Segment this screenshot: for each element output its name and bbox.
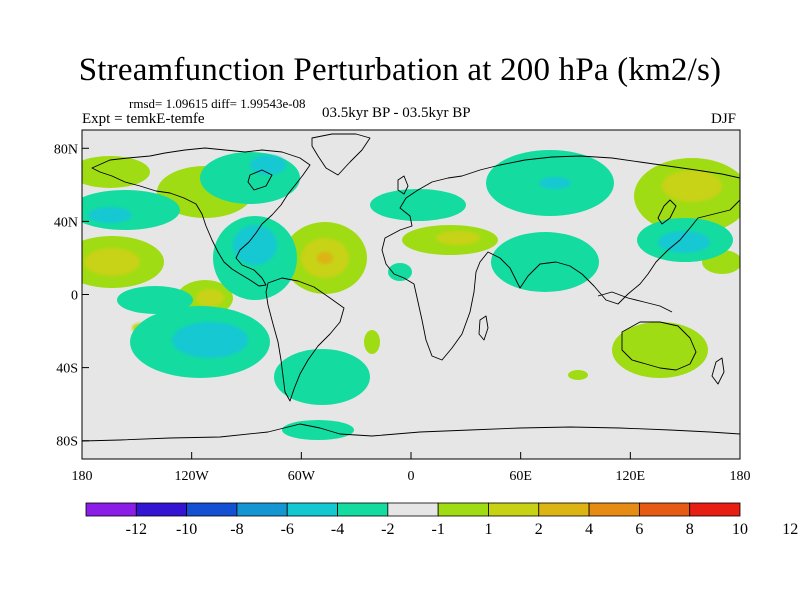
- contour-blob: [200, 152, 300, 204]
- season-label: DJF: [711, 111, 737, 127]
- colorbar-label: -2: [381, 521, 394, 538]
- lat-tick-label: 40S: [56, 362, 78, 377]
- contour-blob: [568, 370, 588, 380]
- lat-tick-label: 0: [71, 289, 78, 304]
- period-label: 03.5kyr BP - 03.5kyr BP: [322, 105, 471, 121]
- lat-tick-label: 40N: [54, 215, 78, 230]
- colorbar-box: [588, 502, 640, 517]
- colorbar-box: [85, 502, 137, 517]
- colorbar-box: [135, 502, 188, 517]
- experiment-label: Expt = temkE-temfe: [82, 111, 205, 127]
- colorbar-box: [437, 502, 489, 517]
- contour-blob: [364, 330, 380, 354]
- coast-north-america: [91, 147, 311, 287]
- coast-hudson-bay: [247, 169, 273, 191]
- colorbar: -12 -10 -8 -6 -4 -2 -1 1 2 4 6 8 10 12: [85, 502, 798, 538]
- contour-blob: [612, 322, 708, 378]
- contour-blob: [388, 263, 412, 281]
- contour-core: [196, 289, 224, 307]
- colorbar-label: -6: [281, 521, 294, 538]
- coastlines: [82, 133, 740, 442]
- colorbar-box: [638, 502, 691, 517]
- colorbar-label: 10: [732, 521, 748, 538]
- contour-core: [658, 231, 710, 253]
- colorbar-box: [186, 502, 238, 517]
- colorbar-label: -4: [331, 521, 344, 538]
- contour-blob: [274, 349, 370, 405]
- colorbar-label: -10: [176, 521, 197, 538]
- contour-core: [317, 252, 333, 264]
- colorbar-label: 12: [782, 521, 798, 538]
- coast-australia: [621, 321, 697, 371]
- contour-core: [250, 155, 286, 175]
- colorbar-label: 1: [484, 521, 492, 538]
- stats-line: rmsd= 1.09615 diff= 1.99543e-08: [129, 96, 306, 111]
- colorbar-box: [387, 502, 439, 517]
- colorbar-label: 4: [585, 521, 593, 538]
- contour-blob: [117, 286, 193, 314]
- colorbar-box: [236, 502, 288, 517]
- lon-tick-label: 0: [408, 469, 415, 484]
- coast-madagascar: [478, 315, 489, 341]
- colorbar-box: [286, 502, 338, 517]
- contour-blob: [82, 156, 150, 188]
- contour-core: [539, 177, 571, 189]
- contour-core: [436, 231, 480, 245]
- colorbar-label: 6: [635, 521, 643, 538]
- colorbar-label: -8: [230, 521, 243, 538]
- contour-core: [233, 225, 277, 265]
- lat-tick-label: 80N: [54, 142, 78, 157]
- coast-britain: [397, 175, 409, 195]
- lat-tick-label: 80S: [56, 435, 78, 450]
- coast-antarctica: [82, 423, 740, 442]
- colorbar-label: -1: [431, 521, 444, 538]
- colorbar-label: 8: [686, 521, 694, 538]
- map-title: Streamfunction Perturbation at 200 hPa (…: [78, 52, 722, 88]
- lon-tick-label: 120W: [175, 469, 210, 484]
- lon-axis: 180 120W 60W 0 60E 120E 180: [72, 452, 751, 484]
- contour-core: [172, 322, 248, 358]
- coast-japan: [657, 199, 677, 225]
- lat-axis: 80N 40N 0 40S 80S: [54, 142, 89, 450]
- colorbar-box: [488, 502, 540, 517]
- colorbar-box: [689, 502, 741, 517]
- coast-greenland: [311, 133, 371, 176]
- contour-core: [662, 170, 722, 202]
- colorbar-box: [337, 502, 389, 517]
- colorbar-label: 2: [535, 521, 543, 538]
- colorbar-label: -12: [126, 521, 147, 538]
- contour-core: [84, 248, 140, 276]
- lon-tick-label: 120E: [616, 469, 646, 484]
- coast-indonesia: [597, 291, 673, 313]
- lon-tick-label: 180: [72, 469, 93, 484]
- contour-blob: [491, 232, 599, 292]
- lon-tick-label: 180: [730, 469, 751, 484]
- contour-core: [88, 207, 132, 223]
- contour-blob: [282, 420, 354, 440]
- lon-tick-label: 60E: [509, 469, 532, 484]
- colorbar-box: [538, 502, 590, 517]
- coast-new-zealand: [711, 357, 725, 385]
- lon-tick-label: 60W: [288, 469, 316, 484]
- coast-south-america: [265, 277, 345, 402]
- contour-fields: [82, 150, 740, 440]
- coast-africa-eurasia: [381, 155, 740, 361]
- contour-blob: [370, 189, 466, 221]
